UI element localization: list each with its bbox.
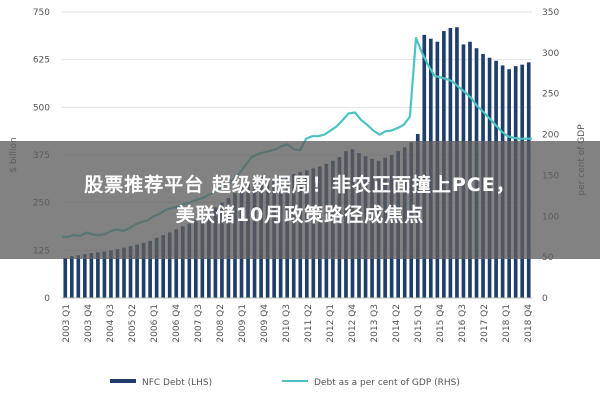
nfc-debt-bar [141,242,146,298]
y-right-tick-label: 250 [542,90,559,100]
nfc-debt-bar [89,253,94,298]
y-left-tick-label: 0 [44,294,50,304]
nfc-debt-bar [96,252,100,298]
nfc-debt-bar [161,235,166,298]
x-tick-label: 2017 Q2 [480,304,490,343]
nfc-debt-bar [167,232,172,298]
y-right-tick-label: 300 [542,49,559,59]
nfc-debt-bar [174,229,179,298]
x-tick-label: 2003 Q1 [62,304,72,343]
legend: NFC Debt (LHS) Debt as a per cent of GDP… [110,378,460,388]
y-right-tick-label: 0 [542,294,548,304]
nfc-debt-bar [187,223,192,298]
x-tick-label: 2011 Q2 [304,304,314,343]
nfc-debt-bar [76,255,81,298]
nfc-debt-bar [154,237,159,298]
x-tick-label: 2016 Q3 [458,304,468,343]
x-tick-label: 2003 Q4 [84,304,94,343]
nfc-debt-bar [180,226,185,298]
legend-swatch-bars [110,379,136,383]
x-tick-label: 2004 Q3 [106,304,116,343]
nfc-debt-bar [102,251,107,298]
x-tick-label: 2015 Q1 [414,304,424,343]
headline-line-2: 美联储10月政策路径成焦点 [175,204,425,226]
y-left-tick-label: 750 [33,8,50,18]
nfc-debt-bar [135,244,139,298]
nfc-debt-bar [83,254,87,298]
nfc-debt-bar [148,240,152,298]
x-tick-label: 2018 Q4 [524,304,534,343]
nfc-debt-bar [128,246,133,298]
legend-label-bars: NFC Debt (LHS) [142,378,212,388]
x-tick-label: 2008 Q2 [216,304,226,343]
legend-label-line: Debt as a per cent of GDP (RHS) [314,378,460,388]
x-tick-label: 2012 Q1 [326,304,336,343]
y-right-tick-label: 200 [542,131,559,141]
x-tick-label: 2009 Q1 [238,304,248,343]
x-tick-label: 2006 Q4 [172,304,182,343]
x-tick-label: 2006 Q1 [150,304,160,343]
nfc-debt-bar [69,256,74,298]
nfc-debt-bar [122,247,126,298]
y-left-tick-label: 500 [33,103,50,113]
x-tick-label: 2005 Q2 [128,304,138,343]
x-tick-label: 2010 Q3 [282,304,292,343]
x-tick-label: 2014 Q2 [392,304,402,343]
x-tick-label: 2015 Q4 [436,304,446,343]
x-tick-label: 2018 Q1 [502,304,512,343]
headline-line-1: 股票推荐平台 超级数据周！非农正面撞上PCE， [84,174,516,196]
x-tick-label: 2007 Q3 [194,304,204,343]
y-right-tick-label: 350 [542,8,559,18]
y-left-tick-label: 625 [33,56,50,66]
nfc-debt-bar [63,257,68,298]
nfc-debt-bar [109,250,113,298]
x-tick-label: 2009 Q4 [260,304,270,343]
x-tick-label: 2012 Q4 [348,304,358,343]
nfc-debt-bar [115,249,120,298]
x-tick-label: 2013 Q3 [370,304,380,343]
headline-banner: 股票推荐平台 超级数据周！非农正面撞上PCE， 美联储10月政策路径成焦点 [0,141,600,259]
